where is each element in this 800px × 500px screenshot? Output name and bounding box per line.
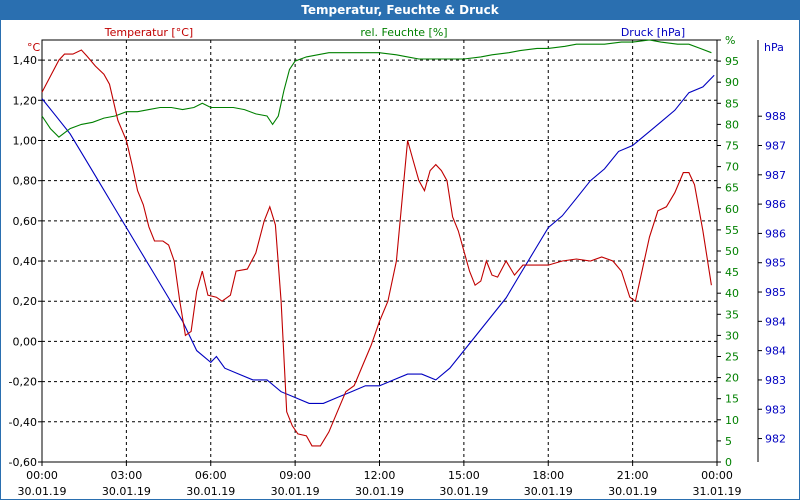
humidity-tick-label: 95 [725, 55, 739, 68]
temp-tick-label: 0,40 [13, 255, 38, 268]
temp-unit-label: °C [27, 41, 41, 54]
temp-tick-label: -0,40 [9, 416, 37, 429]
x-tick-time-label: 00:00 [701, 469, 733, 482]
humidity-tick-label: 70 [725, 161, 739, 174]
pressure-tick-label: 987 [765, 140, 786, 153]
pressure-unit-label: hPa [764, 41, 784, 54]
temp-tick-label: 1,00 [13, 134, 38, 147]
humidity-tick-label: 0 [725, 456, 732, 469]
pressure-tick-label: 986 [765, 227, 786, 240]
pressure-tick-label: 985 [765, 257, 786, 270]
x-tick-time-label: 21:00 [617, 469, 649, 482]
humidity-tick-label: 35 [725, 308, 739, 321]
temp-tick-label: 1,20 [13, 94, 38, 107]
humidity-tick-label: 45 [725, 266, 739, 279]
series-line-humidity [41, 39, 712, 138]
x-tick-time-label: 18:00 [532, 469, 564, 482]
humidity-tick-label: 20 [725, 372, 739, 385]
humidity-tick-label: 25 [725, 351, 739, 364]
temp-tick-label: 0,80 [13, 175, 38, 188]
x-tick-time-label: 15:00 [448, 469, 480, 482]
series-line-pressure [41, 74, 715, 404]
x-tick-date-label: 30.01.19 [355, 485, 404, 498]
x-tick-date-label: 30.01.19 [524, 485, 573, 498]
x-tick-date-label: 31.01.19 [693, 485, 742, 498]
pressure-tick-label: 988 [765, 110, 786, 123]
humidity-tick-label: 10 [725, 414, 739, 427]
humidity-tick-label: 55 [725, 224, 739, 237]
pressure-tick-label: 986 [765, 198, 786, 211]
humidity-tick-label: % [725, 34, 735, 47]
humidity-tick-label: 60 [725, 203, 739, 216]
chart-title: Temperatur, Feuchte & Druck [1, 1, 799, 20]
temp-tick-label: -0,60 [9, 456, 37, 469]
humidity-tick-label: 90 [725, 76, 739, 89]
x-tick-date-label: 30.01.19 [102, 485, 151, 498]
humidity-tick-label: 80 [725, 118, 739, 131]
x-tick-date-label: 30.01.19 [608, 485, 657, 498]
pressure-tick-label: 987 [765, 169, 786, 182]
temp-tick-label: 0,60 [13, 215, 38, 228]
x-tick-time-label: 00:00 [26, 469, 58, 482]
x-tick-time-label: 09:00 [279, 469, 311, 482]
x-tick-time-label: 12:00 [364, 469, 396, 482]
legend-pressure: Druck [hPa] [621, 26, 685, 39]
temp-tick-label: 1,40 [13, 54, 38, 67]
humidity-tick-label: 85 [725, 97, 739, 110]
legend-temperature: Temperatur [°C] [104, 26, 193, 39]
x-tick-date-label: 30.01.19 [439, 485, 488, 498]
humidity-tick-label: 75 [725, 140, 739, 153]
temp-tick-label: -0,20 [9, 376, 37, 389]
x-tick-date-label: 30.01.19 [18, 485, 67, 498]
humidity-tick-label: 50 [725, 245, 739, 258]
pressure-tick-label: 985 [765, 286, 786, 299]
humidity-tick-label: 65 [725, 182, 739, 195]
legend-humidity: rel. Feuchte [%] [360, 26, 447, 39]
pressure-tick-label: 984 [765, 345, 786, 358]
pressure-tick-label: 983 [765, 403, 786, 416]
humidity-tick-label: 5 [725, 435, 732, 448]
humidity-tick-label: 15 [725, 393, 739, 406]
pressure-tick-label: 983 [765, 374, 786, 387]
pressure-tick-label: 982 [765, 433, 786, 446]
x-tick-time-label: 06:00 [195, 469, 227, 482]
x-tick-date-label: 30.01.19 [186, 485, 235, 498]
x-tick-time-label: 03:00 [111, 469, 143, 482]
series-line-temperature [41, 49, 712, 447]
pressure-tick-label: 984 [765, 315, 786, 328]
x-tick-date-label: 30.01.19 [271, 485, 320, 498]
temp-tick-label: 0,00 [13, 335, 38, 348]
humidity-tick-label: 40 [725, 287, 739, 300]
humidity-tick-label: 30 [725, 329, 739, 342]
temp-tick-label: 0,20 [13, 295, 38, 308]
